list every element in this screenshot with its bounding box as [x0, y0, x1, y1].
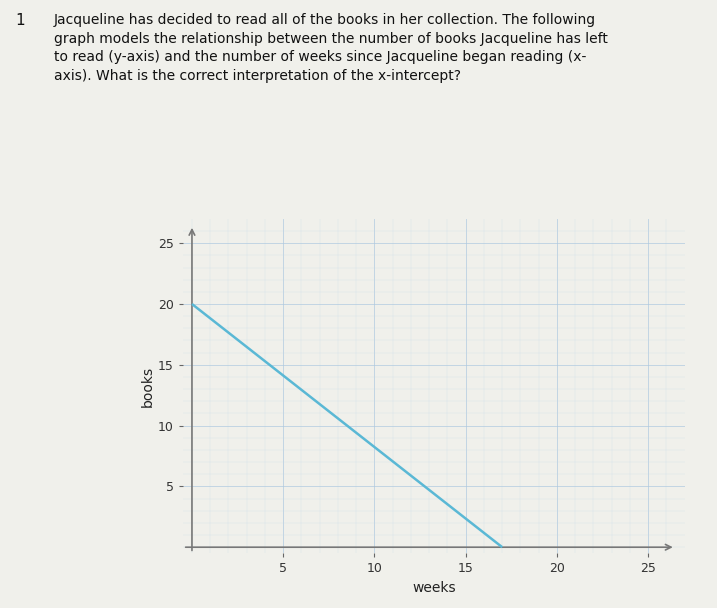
Y-axis label: books: books	[141, 365, 155, 407]
Text: 1: 1	[16, 13, 25, 29]
Text: Jacqueline has decided to read all of the books in her collection. The following: Jacqueline has decided to read all of th…	[54, 13, 607, 83]
X-axis label: weeks: weeks	[412, 581, 455, 595]
